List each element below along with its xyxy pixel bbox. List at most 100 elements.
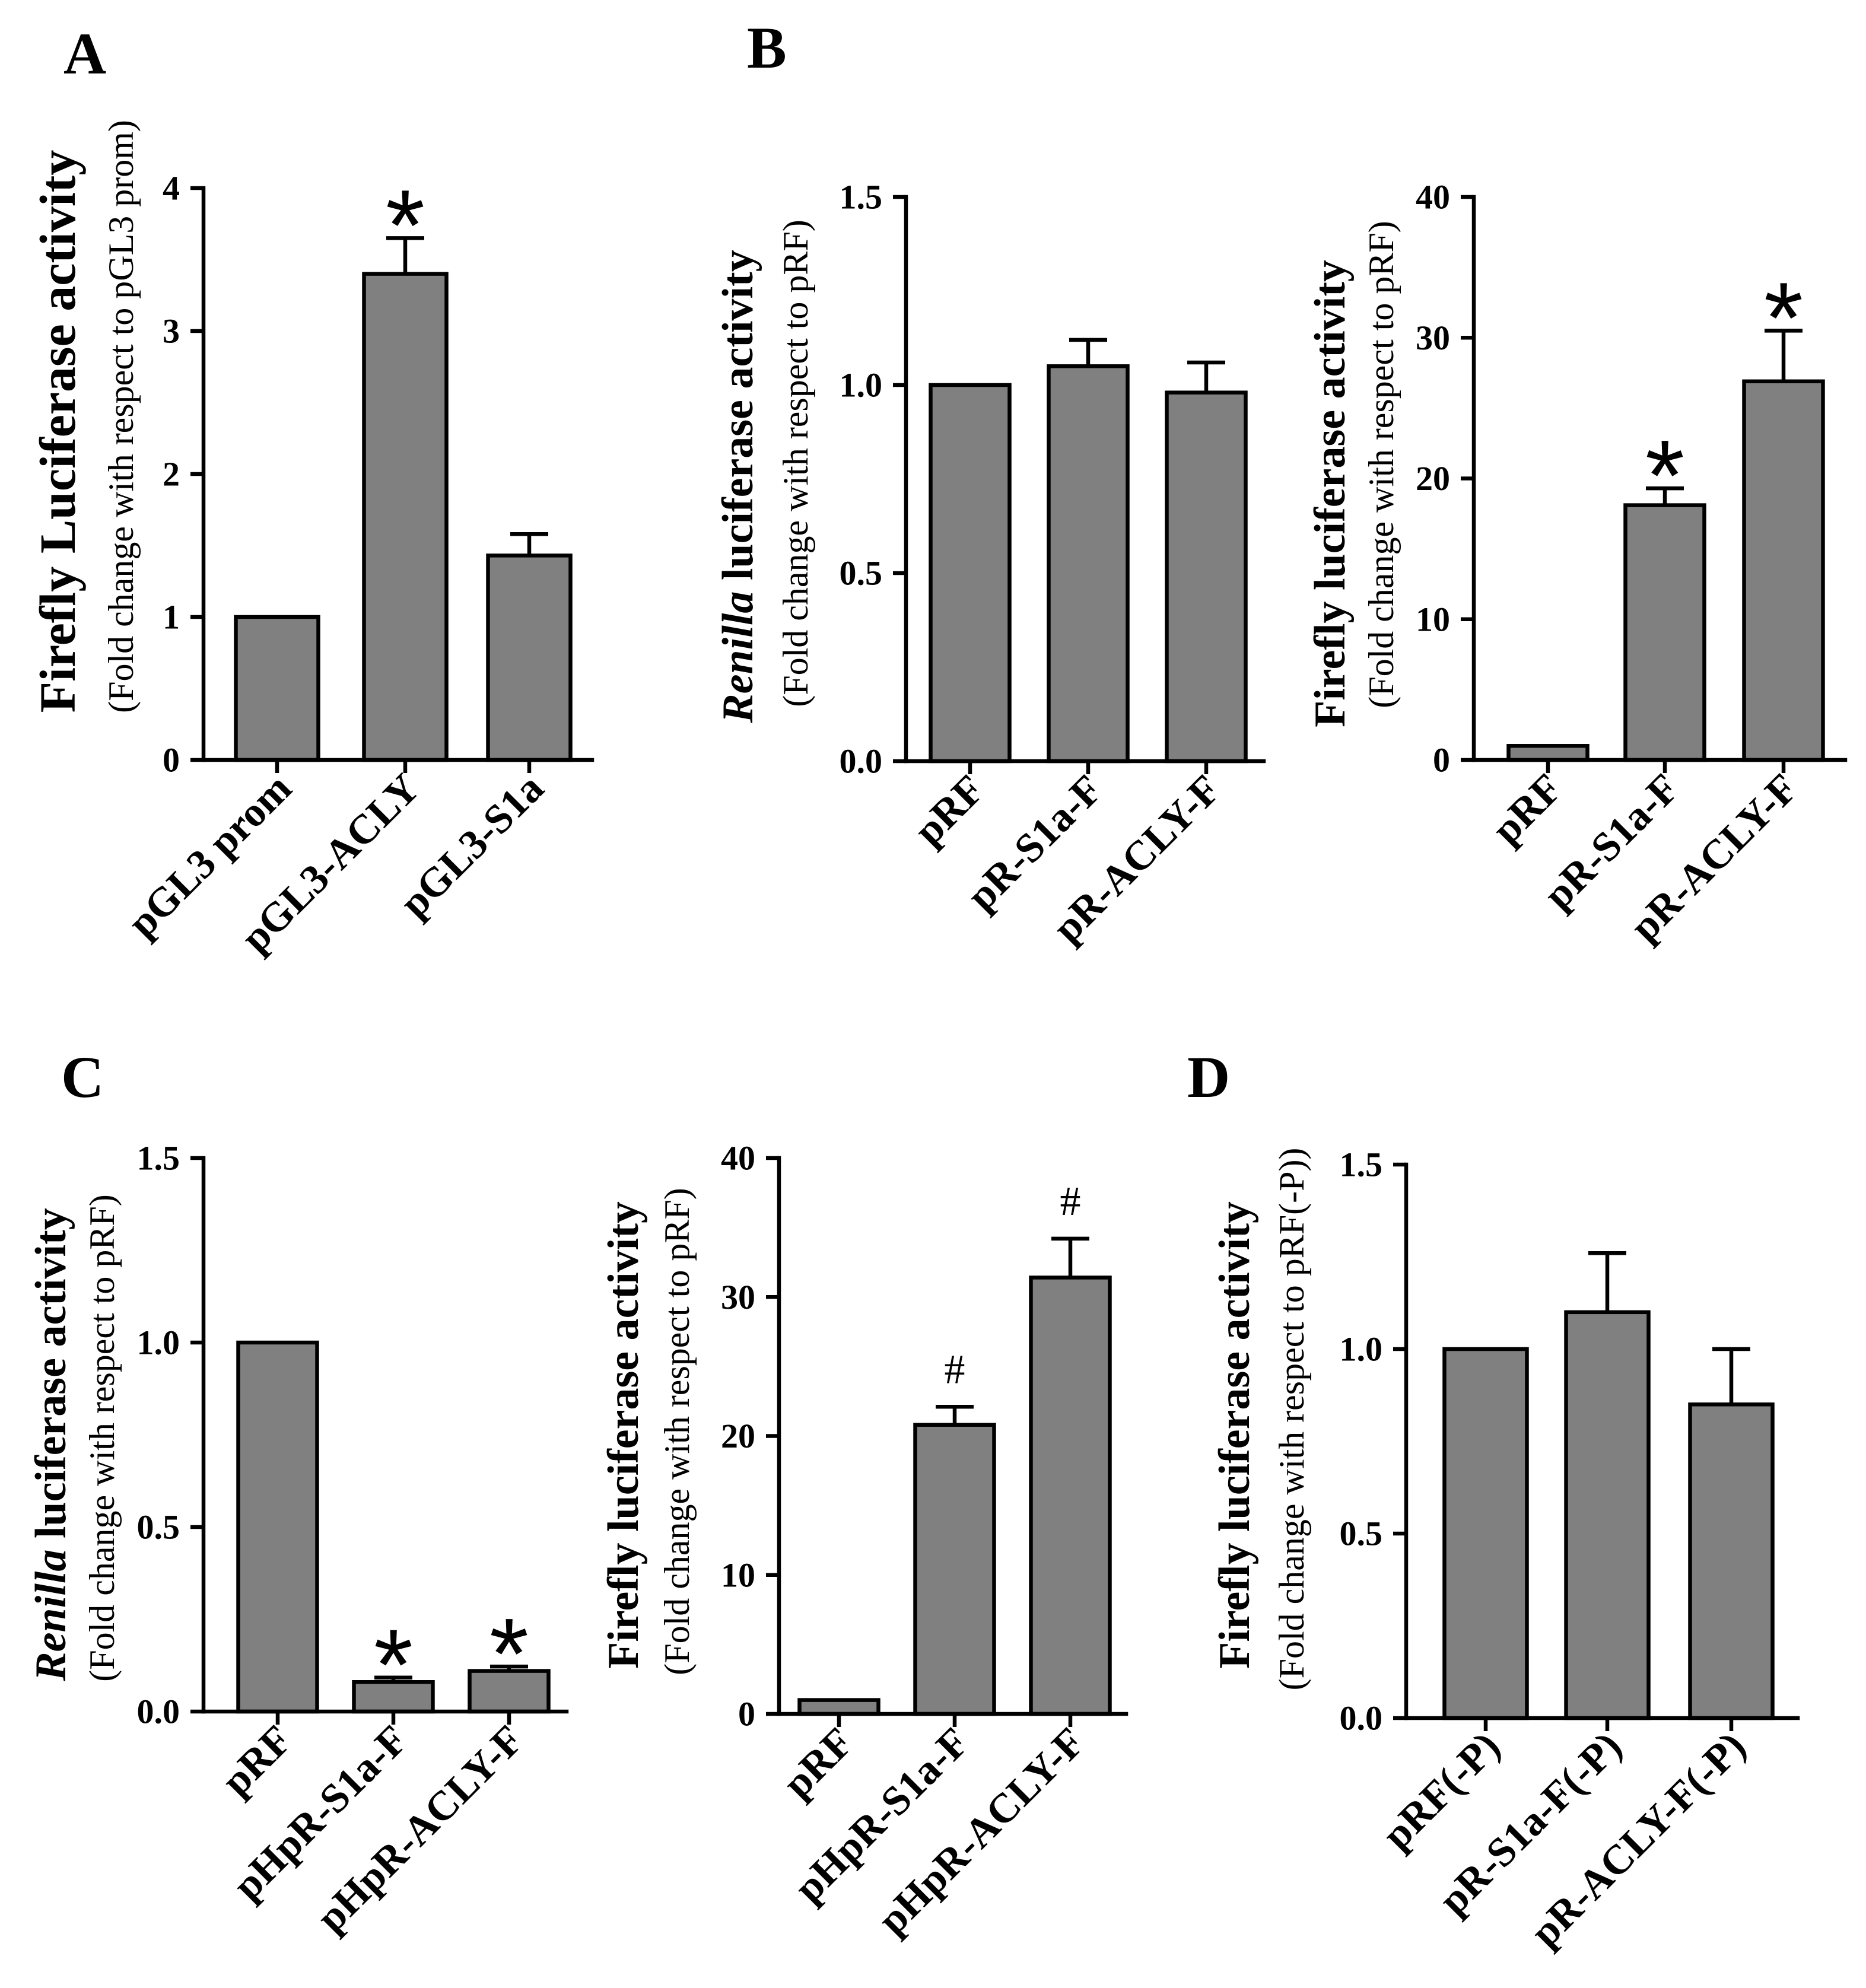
x-tick-label: pR-ACLY-F(-P) (1522, 1723, 1755, 1956)
x-tick-label: pRF (1483, 765, 1571, 853)
significance-marker: * (1764, 262, 1803, 374)
y-axis-title: Firefly luciferase activity (1210, 1201, 1259, 1669)
significance-marker: # (945, 1347, 965, 1392)
significance-marker: * (1645, 419, 1684, 532)
y-tick-label: 10 (1416, 600, 1450, 638)
y-tick-label: 40 (1416, 178, 1450, 217)
x-tick-label: pHpR-ACLY-F (308, 1717, 532, 1941)
bar (362, 272, 449, 762)
y-tick-label: 0 (163, 741, 180, 780)
bar (797, 1698, 880, 1716)
bar (1623, 503, 1706, 762)
chart-panel-4: CpRF*pHpR-S1a-F*pHpR-ACLY-F0.00.51.01.5R… (27, 1044, 569, 1941)
y-axis-title: Firefly luciferase activity (599, 1201, 648, 1669)
error-bar (1646, 486, 1684, 505)
y-axis-title-part: Firefly luciferase activity (599, 1201, 648, 1669)
bar (1047, 364, 1130, 764)
x-tick-label: pRF (213, 1717, 301, 1805)
y-axis-subtitle: (Fold change with respect to pRF) (657, 1188, 697, 1675)
y-axis-subtitle: (Fold change with respect to pRF(-P)) (1272, 1148, 1311, 1691)
error-bar (936, 1405, 974, 1425)
y-tick-label: 0 (738, 1695, 755, 1733)
y-tick-label: 0.5 (137, 1508, 180, 1547)
y-tick-label: 2 (163, 455, 180, 494)
error-bar (1765, 329, 1803, 381)
bar (1029, 1275, 1112, 1716)
error-bar (1187, 360, 1225, 393)
significance-marker: * (374, 1609, 413, 1722)
y-tick-label: 3 (163, 312, 180, 351)
panel-label: A (63, 21, 106, 87)
y-axis-title: Firefly Luciferase activity (29, 150, 86, 713)
y-axis-title: Firefly luciferase activity (1306, 260, 1355, 727)
chart-panel-5: pRF#pHpR-S1a-F#pHpR-ACLY-F010203040Firef… (599, 1139, 1128, 1944)
error-bar (1051, 1236, 1089, 1278)
panel-label: D (1187, 1044, 1230, 1110)
x-tick-label: pRF (774, 1719, 862, 1807)
y-tick-label: 0.5 (1340, 1515, 1383, 1553)
bar (1742, 379, 1825, 762)
y-tick-label: 10 (721, 1556, 755, 1594)
y-axis-title-part: Firefly luciferase activity (1210, 1201, 1259, 1669)
error-bar (386, 236, 424, 274)
error-bar (374, 1675, 412, 1682)
error-bar (1712, 1347, 1750, 1405)
y-tick-label: 1.5 (137, 1139, 180, 1178)
panel-label: C (61, 1044, 104, 1110)
bar (1442, 1347, 1529, 1720)
y-axis-subtitle: (Fold change with respect to pGL3 prom) (101, 120, 141, 713)
panel-label: B (747, 15, 787, 81)
y-tick-label: 0.0 (1340, 1699, 1383, 1738)
y-axis-title-part: Renilla (714, 591, 762, 724)
x-tick-label: pRF (905, 766, 993, 854)
y-tick-label: 0.5 (840, 554, 883, 593)
y-tick-label: 0.0 (840, 742, 883, 781)
error-bar (1588, 1251, 1626, 1312)
y-tick-label: 0 (1433, 741, 1450, 780)
x-tick-label: pHpR-ACLY-F (869, 1719, 1093, 1944)
y-tick-label: 20 (1416, 459, 1450, 498)
bar (929, 383, 1012, 764)
bar (352, 1680, 435, 1714)
y-tick-label: 30 (1416, 319, 1450, 357)
y-axis-subtitle: (Fold change with respect to pRF) (776, 220, 815, 707)
bar (913, 1423, 996, 1716)
y-axis-subtitle: (Fold change with respect to pRF) (1362, 221, 1401, 708)
y-axis-title-part: Firefly luciferase activity (1306, 260, 1355, 727)
bar (236, 1340, 319, 1714)
bar (1688, 1402, 1775, 1720)
y-tick-label: 1.5 (840, 178, 883, 217)
y-axis-subtitle: (Fold change with respect to pRF) (82, 1194, 122, 1682)
significance-marker: * (489, 1598, 529, 1710)
significance-marker: # (1060, 1179, 1081, 1224)
bar (234, 615, 320, 762)
bar (1564, 1310, 1651, 1720)
y-tick-label: 0.0 (137, 1693, 180, 1731)
y-tick-label: 30 (721, 1278, 755, 1316)
y-axis-title-part: luciferase activity (27, 1208, 75, 1549)
error-bar (490, 1664, 528, 1671)
chart-panel-2: BpRFpR-S1a-FpR-ACLY-F0.00.51.01.5Renilla… (714, 15, 1266, 952)
bar (1506, 744, 1590, 762)
y-tick-label: 1.0 (840, 366, 883, 405)
y-tick-label: 1.0 (1340, 1330, 1383, 1369)
chart-panel-6: DpRF(-P)pR-S1a-F(-P)pR-ACLY-F(-P)0.00.51… (1187, 1044, 1800, 1956)
y-axis-title-part: luciferase activity (714, 250, 762, 591)
y-tick-label: 1 (163, 598, 180, 637)
y-axis-title: Renilla luciferase activity (27, 1208, 75, 1681)
bar (486, 554, 573, 762)
bar (1165, 390, 1248, 764)
error-bar (510, 532, 548, 556)
y-tick-label: 20 (721, 1417, 755, 1455)
y-axis-title: Renilla luciferase activity (714, 250, 762, 723)
y-axis-title-part: Renilla (27, 1550, 75, 1682)
significance-marker: * (386, 169, 425, 282)
error-bar (1069, 338, 1107, 367)
y-axis-title-part: Firefly Luciferase activity (29, 150, 86, 713)
y-tick-label: 40 (721, 1139, 755, 1178)
y-tick-label: 1.0 (137, 1324, 180, 1362)
y-tick-label: 1.5 (1340, 1146, 1383, 1184)
